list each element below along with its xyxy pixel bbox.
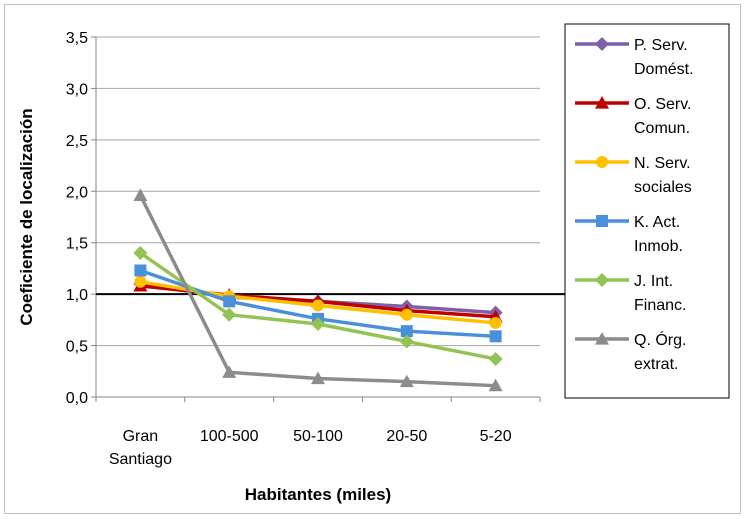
y-axis-title: Coeficiente de localización: [17, 108, 36, 325]
x-tick-label: 20-50: [386, 428, 427, 445]
legend-label: Q. Órg.: [634, 330, 686, 349]
x-tick-label: Santiago: [109, 451, 172, 468]
y-tick-label: 1,5: [66, 236, 88, 253]
legend-swatch-marker: [596, 156, 608, 168]
x-tick-label: 100-500: [200, 428, 259, 445]
y-tick-label: 0,5: [66, 339, 88, 356]
legend-swatch-marker: [595, 332, 609, 345]
y-tick-label: 0,0: [66, 390, 88, 407]
y-tick-label: 2,0: [66, 184, 88, 201]
data-point: [311, 316, 325, 331]
y-tick-label: 3,0: [66, 81, 88, 98]
data-point: [133, 188, 148, 201]
data-point: [488, 378, 503, 392]
y-tick-label: 1,0: [66, 287, 88, 304]
legend-label: O. Serv.: [634, 96, 692, 113]
data-point: [312, 299, 324, 312]
data-point: [222, 365, 237, 378]
legend-label: Comun.: [634, 120, 690, 137]
data-point: [489, 330, 502, 343]
data-point: [134, 275, 147, 288]
data-point: [489, 316, 502, 329]
data-point: [400, 325, 413, 338]
legend-box: [564, 23, 730, 399]
y-tick-label: 2,5: [66, 133, 88, 150]
legend-label: sociales: [634, 179, 692, 196]
legend-label: N. Serv.: [634, 155, 691, 172]
legend-swatch-marker: [595, 37, 609, 51]
data-point: [399, 374, 414, 388]
legend-label: Financ.: [634, 297, 686, 314]
data-point: [488, 351, 503, 366]
legend-label: Domést.: [634, 61, 694, 78]
data-point: [400, 308, 413, 321]
x-tick-label: Gran: [123, 428, 159, 445]
legend-label: P. Serv.: [634, 37, 688, 54]
data-point: [223, 295, 236, 308]
legend-label: extrat.: [634, 356, 678, 373]
data-point: [133, 246, 148, 260]
data-point: [311, 371, 325, 385]
legend-swatch-marker: [595, 96, 609, 109]
x-axis-title: Habitantes (miles): [245, 485, 391, 504]
legend-label: K. Act.: [634, 214, 680, 231]
data-point: [134, 264, 147, 277]
data-point: [399, 334, 414, 349]
data-point: [222, 307, 237, 322]
legend-swatch-marker: [595, 273, 609, 287]
chart-frame: [4, 4, 741, 514]
x-tick-label: 5-20: [480, 428, 512, 445]
y-tick-label: 3,5: [66, 30, 88, 47]
legend-swatch-marker: [596, 215, 608, 227]
legend-label: Inmob.: [634, 238, 683, 255]
legend-label: J. Int.: [634, 273, 673, 290]
x-tick-label: 50-100: [293, 428, 343, 445]
